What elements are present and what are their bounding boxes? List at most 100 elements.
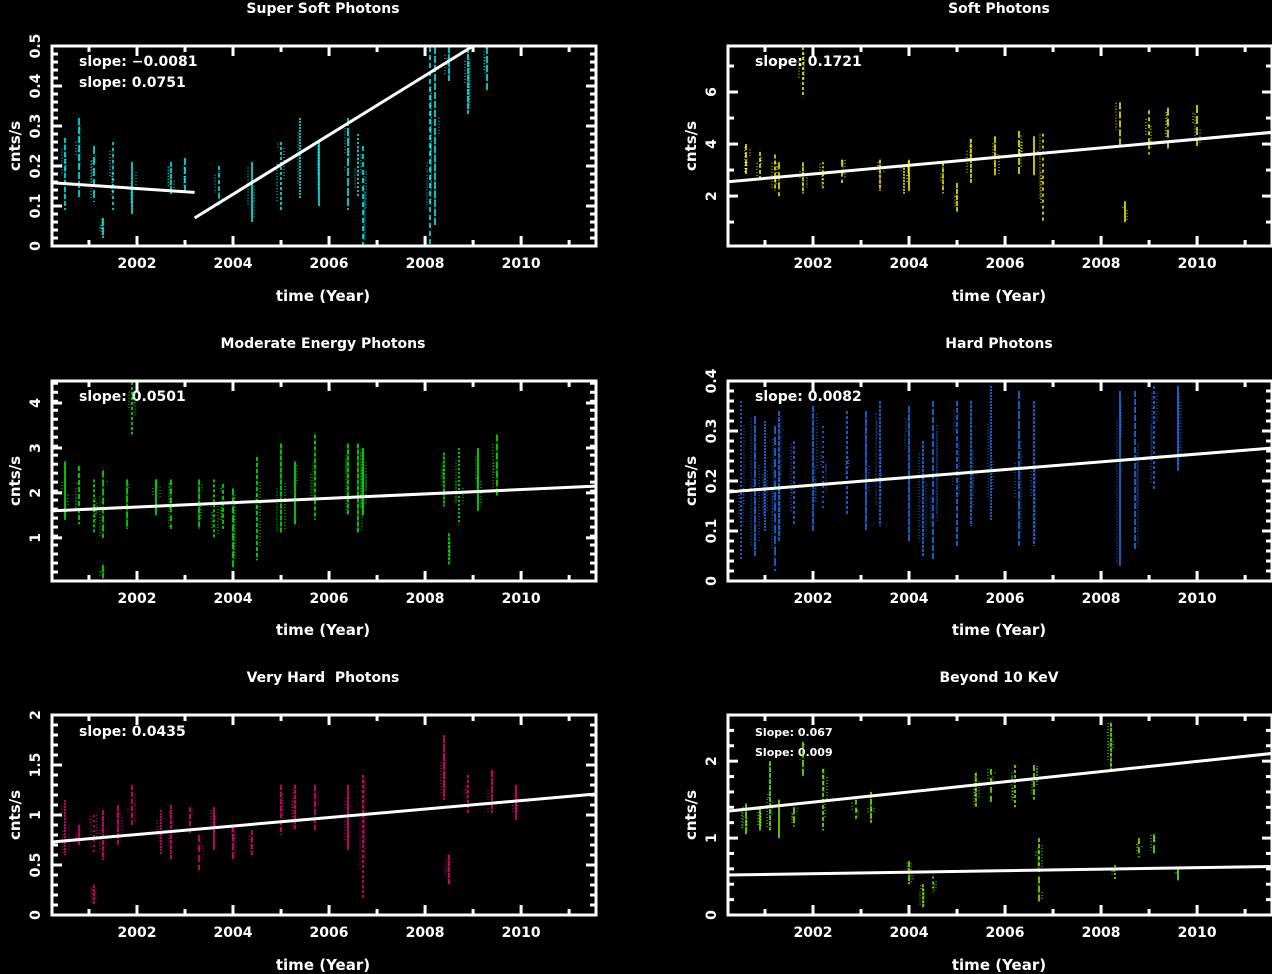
y-tick-label: 0.5 [28,853,44,878]
panel-hard: Hard Photons time (Year) cnts/s slope: 0… [682,336,1053,639]
y-tick-label: 2 [28,488,44,498]
y-tick-label: 0.2 [704,469,720,494]
fit-line [727,130,1272,184]
x-axis-label: time (Year) [952,956,1046,974]
x-axis-label: time (Year) [276,621,370,639]
slope-annotation: slope: 0.0082 [755,389,862,405]
x-tick-label: 2006 [986,256,1025,272]
panel-very-hard: Very Hard Photons time (Year) cnts/s slo… [6,670,399,974]
x-tick-label: 2006 [986,591,1025,607]
x-tick-label: 2004 [890,256,929,272]
y-tick-label: 0.3 [28,114,44,139]
plot-frame [726,713,1272,917]
y-tick-label: 0 [28,241,44,251]
slope-annotation: slope: −0.0081 [79,54,198,70]
y-tick-label: 6 [704,87,720,97]
y-tick-label: 0.4 [704,368,720,393]
panel-title: Beyond 10 KeV [939,670,1058,686]
y-axis-label: cnts/s [6,456,24,506]
slope-annotation: slope: 0.0435 [79,724,186,740]
x-tick-label: 2008 [1082,925,1121,941]
x-tick-label: 2008 [1082,256,1121,272]
plot-layer: 2002 2004 2006 2008 201000.10.20.30.40.52002… [28,34,1272,941]
x-tick-label: 2002 [794,256,833,272]
fit-line [51,484,597,513]
y-axis-label: cnts/s [682,456,700,506]
fit-line [727,446,1272,494]
y-axis-label: cnts/s [6,121,24,171]
x-tick-label: 2002 [794,591,833,607]
x-tick-label: 2010 [1178,256,1217,272]
panel-title: Hard Photons [945,336,1052,352]
plot-frame [726,44,1272,248]
x-tick-label: 2010 [1178,925,1217,941]
y-tick-label: 1 [28,810,44,820]
fit-line [727,865,1272,877]
panel-soft: Soft Photons time (Year) cnts/s slope: 0… [682,1,1050,305]
fit-line [727,751,1272,813]
y-tick-label: 0 [704,910,720,920]
plot-0: 2002 2004 2006 2008 2010 0 0.1 0.2 0.3 0.4 0.5 [28,34,598,272]
panel-title: Soft Photons [948,1,1050,17]
y-axis-label: cnts/s [682,790,700,840]
panel-title: Moderate Energy Photons [221,336,426,352]
plot-4: 2002 2004 2006 2008 2010 0 0.5 1 1.5 2 [28,710,598,941]
y-axis-label: cnts/s [682,121,700,171]
panel-title: Very Hard Photons [247,670,400,686]
x-tick-label: 2006 [310,256,349,272]
slope-annotation: Slope: 0.067 [755,726,833,739]
panel-super-soft: Super Soft Photons time (Year) cnts/s sl… [6,1,400,305]
x-tick-label: 2002 [118,591,157,607]
y-tick-label: 0.4 [28,73,44,98]
x-tick-label: 2002 [118,256,157,272]
y-tick-label: 2 [704,756,720,766]
y-tick-label: 0 [28,910,44,920]
plot-3: 2002 2004 2006 2008 2010 0 0.1 0.2 0.3 0.4 [704,368,1272,607]
x-tick-label: 2004 [890,925,929,941]
panel-beyond-10kev: Beyond 10 KeV time (Year) cnts/s Slope: … [682,670,1059,974]
x-tick-label: 2008 [1082,591,1121,607]
x-tick-label: 2006 [310,925,349,941]
slope-annotation: Slope: 0.009 [755,746,833,759]
x-tick-label: 2004 [214,591,253,607]
plot-5: 2002 2004 2006 2008 2010 0 1 2 [704,713,1272,941]
x-tick-label: 2002 [118,925,157,941]
x-tick-label: 2008 [406,591,445,607]
y-tick-label: 1.5 [28,753,44,778]
x-tick-label: 2010 [502,256,541,272]
y-tick-label: 0.3 [704,419,720,444]
panel-title: Super Soft Photons [246,1,399,17]
y-tick-label: 2 [704,191,720,201]
x-tick-label: 2004 [214,256,253,272]
x-tick-label: 2008 [406,256,445,272]
slope-annotation: slope: 0.0751 [79,75,186,91]
fit-line [51,792,597,844]
x-tick-label: 2010 [502,591,541,607]
x-tick-label: 2010 [1178,591,1217,607]
plot-2: 2002 2004 2006 2008 2010 1 2 3 4 [28,379,598,607]
x-tick-label: 2008 [406,925,445,941]
fit-line [193,44,474,220]
x-axis-label: time (Year) [276,956,370,974]
x-axis-label: time (Year) [952,621,1046,639]
y-tick-label: 4 [28,398,44,408]
y-tick-label: 0.5 [28,34,44,59]
x-tick-label: 2004 [214,925,253,941]
slope-annotation: slope: 0.1721 [755,54,862,70]
y-tick-label: 0.1 [28,194,44,219]
fit-line [51,181,195,194]
y-tick-label: 0.2 [28,154,44,179]
plot-frame [50,44,598,248]
x-axis-label: time (Year) [276,287,370,305]
y-tick-label: 1 [704,833,720,843]
x-tick-label: 2006 [310,591,349,607]
y-tick-label: 0 [704,576,720,586]
y-tick-label: 4 [704,139,720,149]
x-axis-label: time (Year) [952,287,1046,305]
y-tick-label: 0.1 [704,519,720,544]
y-tick-label: 3 [28,443,44,453]
x-tick-label: 2002 [794,925,833,941]
y-tick-label: 2 [28,710,44,720]
